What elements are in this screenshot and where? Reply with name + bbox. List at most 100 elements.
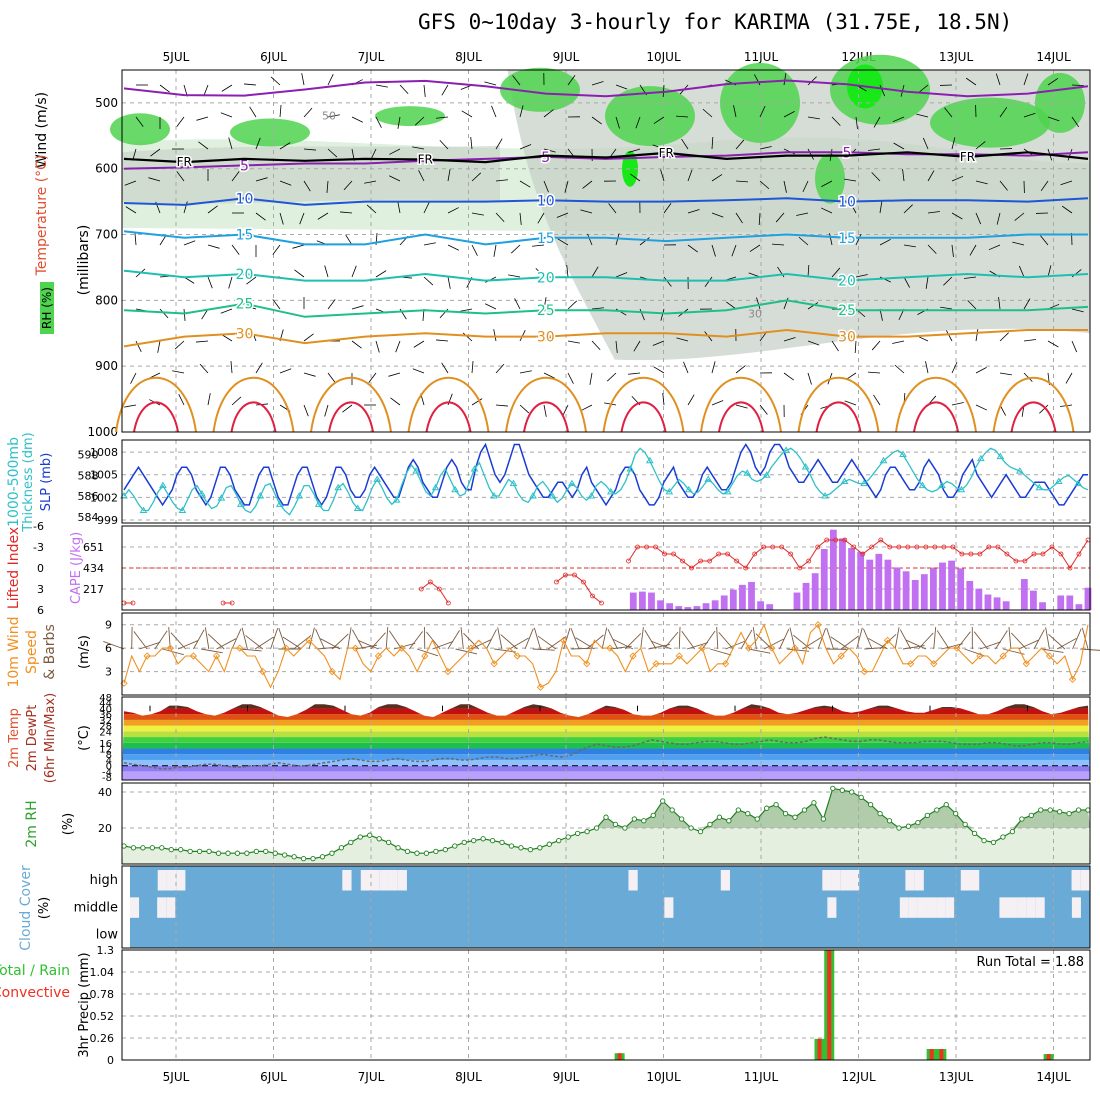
rh-marker	[1056, 809, 1063, 815]
wind-barb	[683, 361, 689, 374]
wind-barb	[826, 627, 834, 650]
slp-tick-label: 999	[97, 514, 118, 527]
rh-moist-patch	[375, 106, 445, 127]
wind-barb	[351, 116, 363, 123]
thickness-marker	[743, 469, 752, 476]
ylabel-cape: CAPE (J/kg)	[69, 532, 84, 604]
lifted-index-marker	[599, 600, 604, 606]
wind-barb	[653, 116, 665, 124]
wind-barb	[375, 270, 387, 278]
wind-barb	[709, 648, 732, 656]
wind-barb	[831, 267, 841, 278]
rh-marker	[168, 846, 174, 853]
wind-barb	[221, 334, 233, 342]
wind-barb	[817, 628, 827, 650]
cloud-cell	[166, 870, 177, 891]
wind-barb	[903, 276, 910, 288]
lifted-index-line	[628, 539, 1089, 569]
cloud-cell	[360, 870, 370, 891]
wind-speed-marker	[282, 644, 290, 652]
wind-barb	[148, 177, 161, 182]
date-tick-label: 14JUL	[1036, 1070, 1071, 1084]
thickness-marker	[568, 479, 576, 487]
wind-barb	[216, 638, 237, 650]
lifted-index-marker	[788, 551, 794, 557]
thickness-marker	[801, 463, 810, 470]
wind-barb	[423, 276, 434, 286]
warm-contour	[505, 376, 587, 433]
cape-bar	[1039, 602, 1046, 610]
wind-barb	[557, 238, 569, 246]
lifted-index-marker	[815, 544, 821, 550]
rh-marker	[385, 839, 392, 846]
wind-barb	[807, 76, 817, 86]
wind-barb	[630, 173, 641, 182]
cloud-cell	[905, 870, 915, 891]
cape-bar	[766, 604, 774, 610]
cape-bar	[820, 549, 828, 610]
wind-barb	[495, 138, 503, 150]
wind-barb	[687, 209, 700, 214]
precip-tick-label: 1.3	[97, 944, 115, 957]
warm-contour	[895, 376, 977, 433]
wind-barb	[231, 171, 240, 182]
wind-barb	[157, 340, 161, 353]
wind-barb	[471, 398, 483, 406]
wind-barb	[196, 116, 209, 121]
wind-barb	[1040, 180, 1049, 192]
thickness-marker	[1074, 479, 1083, 487]
isotherm-line	[123, 299, 1089, 318]
rh-marker	[140, 845, 146, 851]
date-tick-label: 8JUL	[455, 1070, 482, 1084]
wind-barb	[1048, 633, 1066, 650]
wind-barb	[615, 84, 628, 90]
wind-barb	[925, 361, 929, 374]
rh-marker	[244, 850, 250, 856]
temp-tick-label: 32	[99, 716, 112, 727]
wind-barb	[644, 629, 657, 650]
thickness-marker	[275, 500, 284, 507]
wind-barb	[615, 116, 620, 129]
wind-barb	[946, 330, 953, 342]
thickness-marker	[704, 475, 713, 482]
cloud-cell	[397, 870, 407, 891]
wind-barb	[154, 630, 168, 650]
thickness-marker	[1035, 483, 1044, 491]
hot-contour	[523, 401, 569, 433]
rh-marker	[489, 837, 496, 844]
rh-marker	[641, 818, 647, 824]
wind-barb	[462, 332, 473, 342]
cape-bar	[1066, 595, 1074, 610]
rh-marker	[867, 801, 874, 808]
wind-barb	[759, 180, 770, 190]
wind-barb	[201, 648, 223, 654]
wind-barb	[495, 212, 505, 223]
wind-barb	[270, 628, 279, 650]
rh-marker	[773, 801, 779, 808]
rh-marker	[943, 801, 949, 808]
rh-marker	[915, 819, 921, 826]
cape-bar	[884, 559, 892, 610]
wind-barb	[1010, 632, 1027, 650]
wind-barb	[648, 643, 671, 650]
thickness-marker	[723, 487, 732, 495]
wind-barb	[245, 635, 264, 650]
panel-frame	[121, 612, 1091, 696]
wind-barb	[704, 276, 713, 287]
wind-barb	[1047, 116, 1060, 122]
thickness-marker	[509, 479, 518, 487]
wind-barb	[543, 297, 547, 310]
date-tick-label: 6JUL	[260, 1070, 287, 1084]
rh-marker	[196, 848, 203, 855]
wind-barb	[798, 236, 809, 246]
wind-barb	[783, 73, 787, 86]
wind-barb	[702, 630, 716, 650]
rh-marker	[338, 845, 345, 851]
wind-barb	[133, 631, 148, 650]
wind-barb	[676, 337, 689, 342]
wind-barb	[170, 632, 187, 650]
wind-barb	[556, 212, 569, 218]
cape-bar	[1057, 595, 1065, 610]
thickness-marker	[977, 454, 985, 462]
thickness-marker	[314, 500, 323, 507]
